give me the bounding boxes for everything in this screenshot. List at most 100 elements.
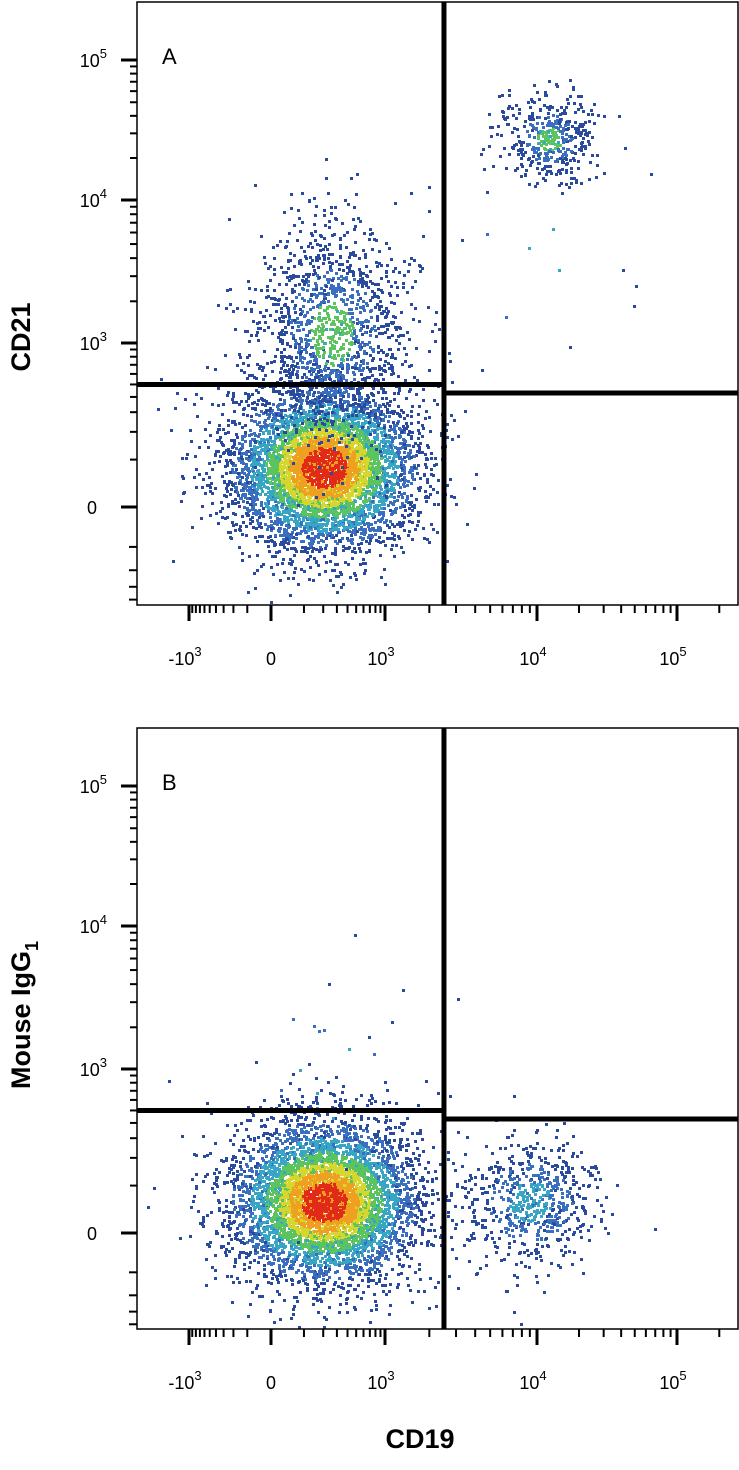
event-dot <box>309 353 312 356</box>
event-dot <box>236 476 239 479</box>
event-dot <box>247 404 250 407</box>
event-dot <box>249 442 252 445</box>
event-dot <box>362 488 365 491</box>
event-dot <box>373 423 376 426</box>
event-dot <box>413 466 416 469</box>
event-dot <box>241 559 244 562</box>
event-dot <box>384 455 387 458</box>
event-dot <box>198 473 201 476</box>
event-dot <box>388 526 391 529</box>
event-dot <box>391 410 394 413</box>
event-dot <box>428 541 431 544</box>
event-dot <box>310 520 313 523</box>
event-dot <box>239 525 242 528</box>
event-dot <box>259 514 262 517</box>
event-dot <box>287 422 290 425</box>
event-dot <box>258 482 261 485</box>
event-dot <box>397 375 400 378</box>
event-dot <box>294 471 297 474</box>
event-dot <box>336 408 339 411</box>
event-dot <box>311 550 314 553</box>
event-dot <box>290 509 293 512</box>
event-dot <box>249 481 252 484</box>
event-dot <box>403 481 406 484</box>
event-dot <box>380 518 383 521</box>
event-dot <box>418 489 421 492</box>
event-dot <box>322 529 325 532</box>
event-dot <box>358 447 361 450</box>
event-dot <box>238 459 241 462</box>
event-dot <box>256 483 259 486</box>
event-dot <box>270 477 273 480</box>
event-dot <box>245 464 248 467</box>
event-dot <box>195 468 198 471</box>
event-dot <box>383 521 386 524</box>
event-dot <box>325 531 328 534</box>
event-dot <box>326 505 329 508</box>
event-dot <box>311 399 314 402</box>
event-dot <box>321 480 324 483</box>
event-dot <box>392 412 395 415</box>
event-dot <box>342 423 345 426</box>
event-dot <box>305 424 308 427</box>
event-dot <box>306 426 309 429</box>
event-dot <box>349 576 352 579</box>
event-dot <box>344 461 347 464</box>
event-dot <box>334 401 337 404</box>
event-dot <box>288 408 291 411</box>
event-dot <box>279 488 282 491</box>
event-dot <box>326 466 329 469</box>
event-dot <box>363 403 366 406</box>
event-dot <box>331 552 334 555</box>
event-dot <box>193 403 196 406</box>
event-dot <box>272 456 275 459</box>
event-dot <box>272 527 275 530</box>
event-dot <box>343 401 346 404</box>
event-dot <box>295 465 298 468</box>
event-dot <box>274 520 277 523</box>
event-dot <box>391 473 394 476</box>
event-dot <box>234 513 237 516</box>
event-dot <box>283 493 286 496</box>
event-dot <box>270 361 273 364</box>
event-dot <box>432 488 435 491</box>
event-dot <box>426 478 429 481</box>
event-dot <box>267 500 270 503</box>
event-dot <box>328 493 331 496</box>
event-dot <box>387 362 390 365</box>
event-dot <box>414 528 417 531</box>
event-dot <box>338 512 341 515</box>
event-dot <box>267 440 270 443</box>
event-dot <box>241 452 244 455</box>
event-dot <box>369 425 372 428</box>
event-dot <box>384 415 387 418</box>
event-dot <box>285 477 288 480</box>
event-dot <box>293 445 296 448</box>
event-dot <box>302 416 305 419</box>
event-dot <box>372 480 375 483</box>
event-dot <box>356 424 359 427</box>
event-dot <box>200 397 203 400</box>
event-dot <box>253 482 256 485</box>
event-dot <box>286 516 289 519</box>
event-dot <box>312 363 315 366</box>
event-dot <box>231 502 234 505</box>
event-dot <box>419 486 422 489</box>
event-dot <box>316 505 319 508</box>
event-dot <box>293 485 296 488</box>
event-dot <box>336 411 339 414</box>
event-dot <box>342 583 345 586</box>
event-dot <box>318 530 321 533</box>
event-dot <box>241 435 244 438</box>
event-dot <box>322 502 325 505</box>
event-dot <box>311 532 314 535</box>
event-dot <box>379 527 382 530</box>
event-dot <box>310 528 313 531</box>
event-dot <box>387 504 390 507</box>
event-dot <box>304 448 307 451</box>
event-dot <box>423 474 426 477</box>
event-dot <box>315 441 318 444</box>
event-dot <box>225 487 228 490</box>
event-dot <box>399 428 402 431</box>
